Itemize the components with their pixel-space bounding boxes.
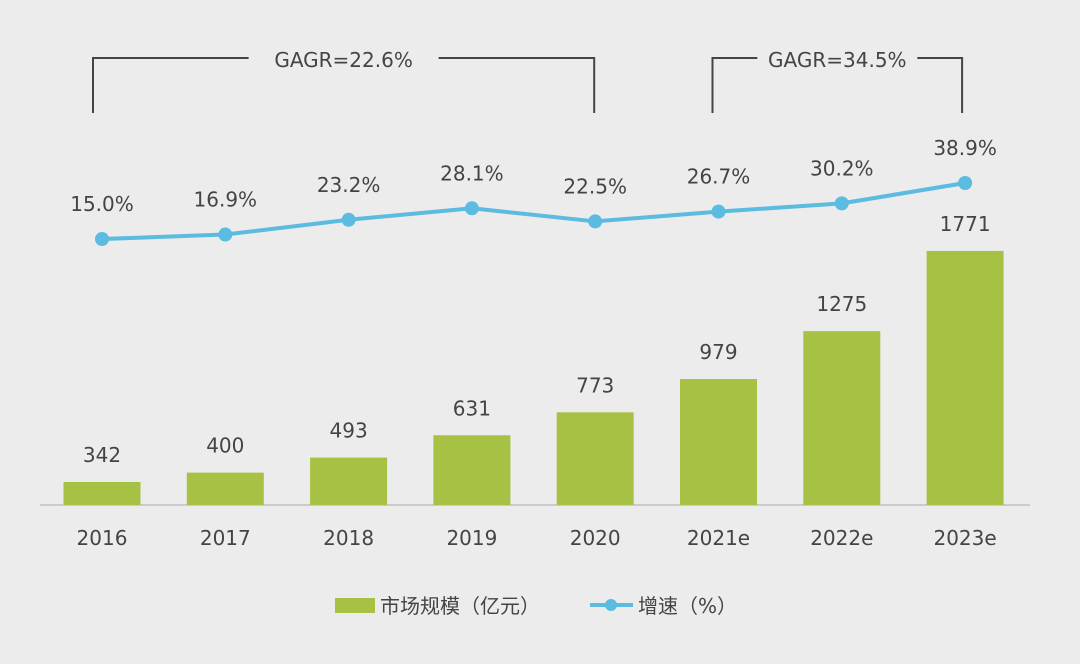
bar-2023e [926,250,1004,505]
bar-label-2016: 342 [83,443,121,467]
bracket-right [917,57,964,113]
growth-label-2022e: 30.2% [810,156,874,180]
x-tick-label: 2020 [570,526,621,550]
x-tick-label: 2022e [810,526,873,550]
growth-label-2016: 15.0% [70,192,134,216]
bar-label-2018: 493 [330,419,368,443]
growth-label-2023e: 38.9% [933,136,997,160]
bracket-left [711,57,758,113]
bar-2020 [556,412,634,505]
growth-point-2016 [95,232,109,246]
growth-point-2017 [218,227,233,242]
x-tick-label: 2017 [200,526,251,550]
growth-point-2018 [341,212,356,227]
bar-label-2023e: 1771 [940,212,991,236]
x-tick-label: 2019 [446,526,497,550]
legend-bar-label: 市场规模（亿元） [380,594,540,618]
growth-label-2020: 22.5% [563,174,627,198]
legend-line-marker [605,599,617,611]
bar-label-2019: 631 [453,396,491,420]
x-tick-label: 2018 [323,526,374,550]
growth-label-2019: 28.1% [440,161,504,185]
legend-line-label: 增速（%） [638,594,737,618]
bar-2016 [63,481,141,505]
growth-label-2018: 23.2% [317,173,381,197]
bracket-left [92,57,249,113]
growth-point-2019 [464,201,479,216]
x-tick-label: 2016 [77,526,128,550]
growth-point-2022e [834,196,849,211]
growth-point-2020 [588,214,603,229]
growth-label-2017: 16.9% [194,188,258,212]
bar-label-2021e: 979 [699,340,737,364]
growth-point-2021e [711,204,726,219]
x-tick-label: 2023e [933,526,996,550]
bar-2022e [803,331,881,505]
bar-2017 [186,472,264,505]
bracket-right [438,57,596,113]
growth-line [101,181,966,241]
bar-2021e [680,378,757,505]
bar-label-2020: 773 [576,373,614,397]
growth-point-2023e [958,176,973,191]
bar-label-2017: 400 [206,434,244,458]
bar-label-2022e: 1275 [816,292,867,316]
cagr-annotation: GAGR=34.5% [768,48,907,72]
x-tick-label: 2021e [687,526,750,550]
cagr-annotation: GAGR=22.6% [274,48,413,72]
growth-label-2021e: 26.7% [687,165,751,189]
bar-2018 [310,457,388,505]
legend-bar-swatch [335,598,375,613]
bar-2019 [433,435,511,505]
